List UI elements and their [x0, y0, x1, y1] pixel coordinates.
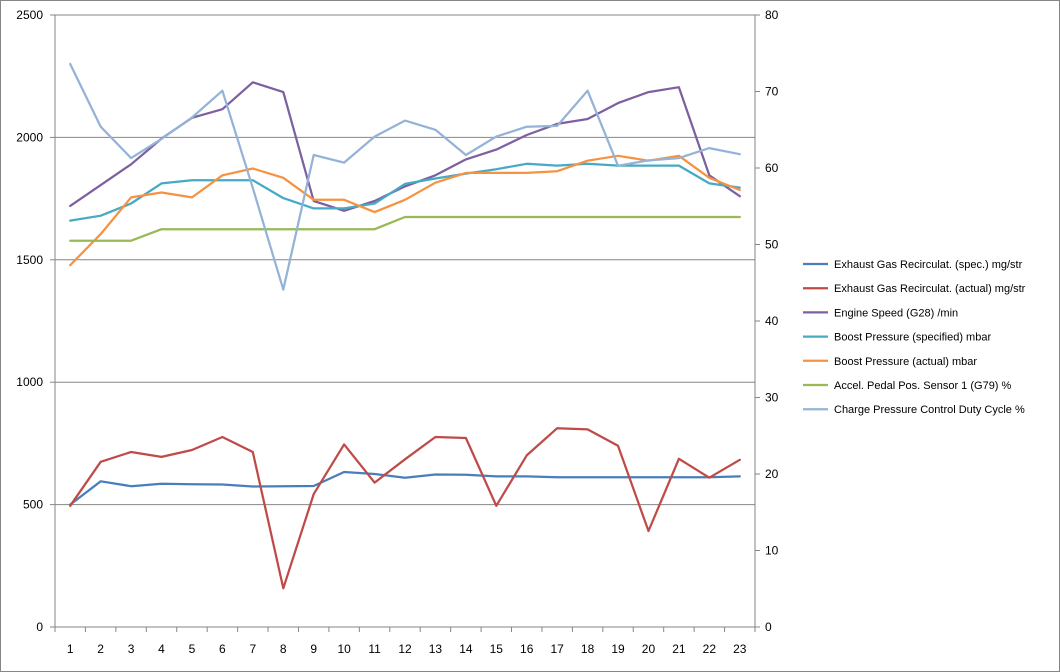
- series-line-6: [69, 215, 741, 242]
- left-tick-label: 1000: [16, 375, 43, 389]
- left-tick-label: 500: [23, 498, 43, 512]
- x-tick-label: 4: [158, 642, 165, 656]
- x-tick-label: 20: [642, 642, 656, 656]
- right-tick-label: 70: [765, 85, 779, 99]
- series-line-2: [69, 427, 741, 590]
- right-tick-label: 20: [765, 467, 779, 481]
- right-axis-ticks: 0 10 20 30 40 50 60 70 80: [755, 8, 779, 634]
- x-tick-label: 11: [368, 642, 381, 656]
- x-axis-ticks: 1 2 3 4 5 6 7 8 9 10 11 12 13 14 15 16 17 18 19 20 21 22 23: [54, 627, 756, 656]
- legend-label: Exhaust Gas Recirculat. (actual) mg/str: [834, 283, 1026, 295]
- x-tick-label: 9: [310, 642, 317, 656]
- x-tick-label: 13: [429, 642, 443, 656]
- x-tick-label: 18: [581, 642, 595, 656]
- x-tick-label: 12: [398, 642, 412, 656]
- right-tick-label: 30: [765, 391, 779, 405]
- x-tick-label: 21: [672, 642, 686, 656]
- right-tick-label: 60: [765, 161, 779, 175]
- right-tick-label: 50: [765, 238, 779, 252]
- x-tick-label: 3: [128, 642, 135, 656]
- x-tick-label: 23: [733, 642, 747, 656]
- x-tick-label: 8: [280, 642, 287, 656]
- x-tick-label: 15: [490, 642, 504, 656]
- x-tick-label: 2: [97, 642, 104, 656]
- legend: Exhaust Gas Recirculat. (spec.) mg/str Ex…: [803, 259, 1026, 416]
- series-line-4: [69, 162, 741, 222]
- legend-label: Charge Pressure Control Duty Cycle %: [834, 404, 1025, 416]
- right-tick-label: 40: [765, 314, 779, 328]
- left-tick-label: 1500: [16, 253, 43, 267]
- x-tick-label: 14: [459, 642, 473, 656]
- x-tick-label: 16: [520, 642, 534, 656]
- left-axis-ticks: 0 500 1000 1500 2000 2500: [16, 8, 55, 634]
- left-tick-label: 0: [36, 620, 43, 634]
- x-tick-label: 7: [249, 642, 256, 656]
- legend-label: Engine Speed (G28) /min: [834, 307, 958, 319]
- x-tick-label: 10: [337, 642, 351, 656]
- x-tick-label: 19: [611, 642, 625, 656]
- x-tick-label: 1: [67, 642, 74, 656]
- right-tick-label: 0: [765, 620, 772, 634]
- x-tick-label: 5: [189, 642, 196, 656]
- left-tick-label: 2000: [16, 130, 43, 144]
- right-tick-label: 80: [765, 8, 779, 22]
- legend-label: Boost Pressure (specified) mbar: [834, 332, 991, 344]
- right-tick-label: 10: [765, 544, 779, 558]
- legend-label: Exhaust Gas Recirculat. (spec.) mg/str: [834, 259, 1023, 271]
- x-tick-label: 17: [550, 642, 564, 656]
- series-line-5: [69, 154, 741, 267]
- series-line-7: [69, 62, 741, 291]
- left-tick-label: 2500: [16, 8, 43, 22]
- x-tick-label: 6: [219, 642, 226, 656]
- series-lines: [69, 62, 741, 590]
- legend-label: Boost Pressure (actual) mbar: [834, 356, 977, 368]
- x-tick-label: 22: [703, 642, 717, 656]
- legend-label: Accel. Pedal Pos. Sensor 1 (G79) %: [834, 380, 1012, 392]
